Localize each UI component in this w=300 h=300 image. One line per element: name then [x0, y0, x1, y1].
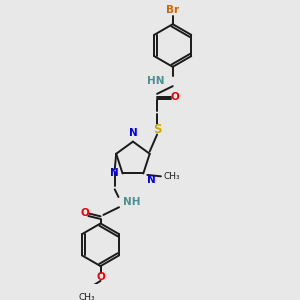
Text: N: N — [110, 169, 118, 178]
Text: Br: Br — [166, 5, 179, 15]
Text: O: O — [96, 272, 105, 282]
Text: HN: HN — [147, 76, 165, 86]
Text: O: O — [170, 92, 179, 102]
Text: NH: NH — [123, 197, 140, 207]
Text: N: N — [129, 128, 137, 138]
Text: O: O — [80, 208, 89, 218]
Text: S: S — [153, 123, 161, 136]
Text: N: N — [147, 175, 155, 185]
Text: CH₃: CH₃ — [164, 172, 180, 181]
Text: CH₃: CH₃ — [78, 292, 94, 300]
